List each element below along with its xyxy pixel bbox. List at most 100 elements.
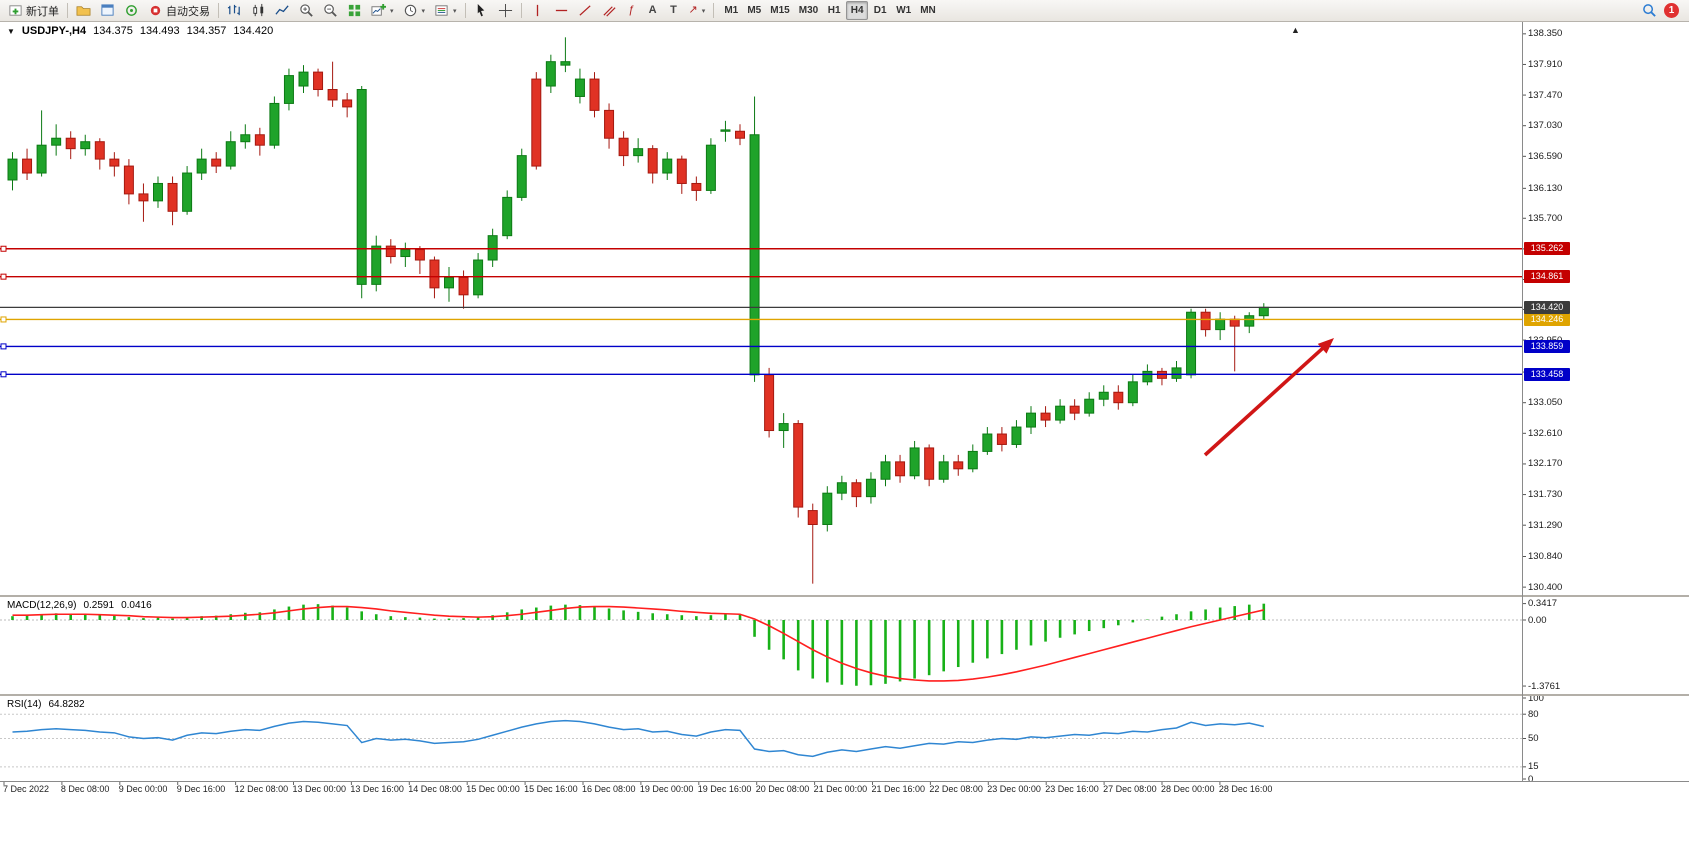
- periods-button[interactable]: ▾: [399, 1, 430, 20]
- time-axis-label[interactable]: 7 Dec 2022: [3, 784, 50, 794]
- timeframe-mn-button[interactable]: MN: [920, 5, 936, 16]
- panel-splitter[interactable]: [0, 595, 1689, 597]
- price-tick-label[interactable]: 136.130: [1528, 182, 1563, 194]
- fibonacci-button[interactable]: ƒ: [622, 1, 642, 20]
- time-axis-label[interactable]: 15 Dec 00:00: [466, 784, 520, 794]
- price-tick-label[interactable]: 132.170: [1528, 458, 1563, 470]
- navigator-button[interactable]: [120, 1, 143, 20]
- text-label-icon: T: [670, 4, 677, 16]
- vertical-line-button[interactable]: [526, 1, 549, 20]
- arrows-button[interactable]: ↗ ▾: [685, 1, 710, 20]
- price-tick-label[interactable]: 131.730: [1528, 489, 1563, 501]
- macd-name: MACD(12,26,9): [7, 600, 77, 611]
- price-tag: 134.420: [1524, 300, 1570, 314]
- timeframe-m30-button[interactable]: M30: [798, 5, 819, 16]
- line-chart-icon: [275, 5, 289, 15]
- toolbar-separator: [218, 3, 219, 18]
- time-axis-label[interactable]: 9 Dec 00:00: [118, 784, 168, 794]
- notifications-badge[interactable]: 1: [1664, 3, 1679, 18]
- time-axis-label[interactable]: 13 Dec 16:00: [350, 784, 404, 794]
- time-axis-label[interactable]: 21 Dec 00:00: [813, 784, 868, 794]
- time-axis-label[interactable]: 14 Dec 08:00: [408, 784, 462, 794]
- time-axis-label[interactable]: 21 Dec 16:00: [871, 784, 926, 794]
- templates-button[interactable]: ▾: [430, 1, 461, 20]
- time-axis-label[interactable]: 23 Dec 00:00: [987, 784, 1041, 794]
- candles[interactable]: [7, 37, 1269, 584]
- line-chart-button[interactable]: [271, 1, 294, 20]
- data-window-icon: [101, 4, 114, 16]
- time-axis-label[interactable]: 12 Dec 08:00: [234, 784, 289, 794]
- price-tick-label[interactable]: 137.910: [1528, 58, 1563, 70]
- price-tick-label[interactable]: 132.610: [1528, 427, 1563, 439]
- bars-chart-button[interactable]: [223, 1, 246, 20]
- new-order-button[interactable]: 新订单: [4, 1, 63, 20]
- timeframe-d1-button[interactable]: D1: [873, 5, 887, 16]
- crosshair-icon: [498, 3, 512, 18]
- channel-button[interactable]: [598, 1, 621, 20]
- timeframe-w1-button[interactable]: W1: [896, 5, 912, 16]
- horizontal-line-objects[interactable]: [0, 245, 1522, 378]
- rsi-tick-label: 80: [1528, 708, 1539, 720]
- cursor-button[interactable]: [470, 1, 493, 20]
- crosshair-button[interactable]: [494, 1, 517, 20]
- time-axis-label[interactable]: 23 Dec 16:00: [1045, 784, 1099, 794]
- time-axis-label[interactable]: 28 Dec 00:00: [1161, 784, 1215, 794]
- time-axis-label[interactable]: 27 Dec 08:00: [1103, 784, 1157, 794]
- new-chart-button[interactable]: ▾: [367, 1, 398, 20]
- timeframe-h4-button[interactable]: H4: [846, 1, 869, 20]
- zoom-out-button[interactable]: [319, 1, 342, 20]
- channel-icon: [602, 6, 616, 17]
- time-axis-label[interactable]: 28 Dec 16:00: [1218, 784, 1273, 794]
- time-axis-label[interactable]: 16 Dec 08:00: [582, 784, 636, 794]
- search-button[interactable]: [1638, 1, 1661, 20]
- price-tick-label[interactable]: 137.470: [1528, 89, 1563, 101]
- text-button[interactable]: A: [643, 1, 663, 20]
- tile-windows-button[interactable]: [343, 1, 366, 20]
- rsi-plot: [0, 713, 1522, 768]
- price-tag: 134.246: [1524, 312, 1570, 326]
- auto-trading-button[interactable]: 自动交易: [144, 1, 214, 20]
- ohlc-high: 134.493: [139, 25, 180, 37]
- time-axis-label[interactable]: 20 Dec 08:00: [755, 784, 810, 794]
- price-tick-label[interactable]: 131.290: [1528, 519, 1563, 531]
- panel-splitter[interactable]: [0, 694, 1689, 696]
- timeframe-m1-button[interactable]: M1: [724, 5, 739, 16]
- price-tick-label[interactable]: 135.700: [1528, 212, 1563, 224]
- price-tick-label[interactable]: 137.030: [1528, 120, 1563, 132]
- clock-icon: [404, 4, 416, 17]
- navigator-icon: [126, 5, 137, 16]
- macd-value-signal: 0.0416: [121, 600, 152, 611]
- data-window-button[interactable]: [96, 1, 119, 20]
- zoom-in-button[interactable]: [295, 1, 318, 20]
- time-axis-label[interactable]: 15 Dec 16:00: [524, 784, 578, 794]
- trend-arrow-annotation[interactable]: [1203, 338, 1334, 457]
- price-tick-label[interactable]: 130.400: [1528, 581, 1563, 593]
- time-axis-label[interactable]: 19 Dec 00:00: [639, 784, 694, 794]
- price-tick-label[interactable]: 133.050: [1528, 397, 1563, 409]
- macd-plot: [0, 603, 1522, 686]
- chart-shift-marker-icon[interactable]: ▲: [1291, 25, 1300, 35]
- time-axis-label[interactable]: 13 Dec 00:00: [292, 784, 347, 794]
- timeframe-m5-button[interactable]: M5: [747, 5, 762, 16]
- symbol-dropdown-icon[interactable]: ▼: [7, 26, 15, 36]
- ohlc-open: 134.375: [93, 25, 133, 37]
- toolbar-separator: [464, 3, 466, 18]
- price-tick-label[interactable]: 138.350: [1528, 28, 1563, 40]
- rsi-tick-label: 50: [1528, 733, 1539, 744]
- time-axis-label[interactable]: 19 Dec 16:00: [697, 784, 752, 794]
- profiles-button[interactable]: [72, 1, 95, 20]
- chevron-down-icon: ▾: [453, 7, 457, 15]
- candlestick-chart-button[interactable]: [247, 1, 270, 20]
- trendline-button[interactable]: [574, 1, 597, 20]
- price-tick-label[interactable]: 136.590: [1528, 150, 1563, 162]
- price-tick-label[interactable]: 130.840: [1528, 551, 1563, 562]
- time-axis-label[interactable]: 9 Dec 16:00: [176, 784, 226, 794]
- time-axis-label[interactable]: 22 Dec 08:00: [929, 784, 983, 794]
- horizontal-line-button[interactable]: [550, 1, 573, 20]
- timeframe-m15-button[interactable]: M15: [770, 5, 790, 16]
- time-axis-label[interactable]: 8 Dec 08:00: [60, 784, 110, 794]
- timeframe-h1-button[interactable]: H1: [827, 5, 841, 16]
- text-label-button[interactable]: T: [664, 1, 684, 20]
